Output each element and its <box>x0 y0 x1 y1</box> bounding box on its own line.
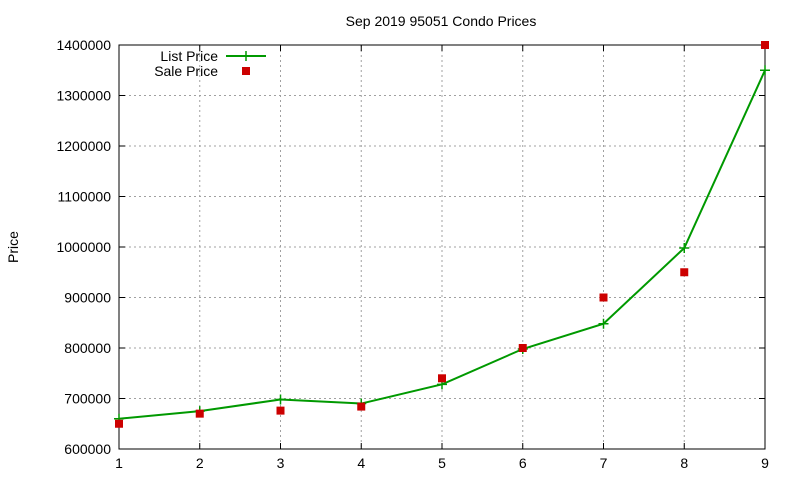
y-tick-label: 800000 <box>64 340 111 356</box>
y-tick-label: 1300000 <box>56 88 111 104</box>
legend-plus-marker <box>241 51 251 61</box>
y-tick-label: 1200000 <box>56 138 111 154</box>
y-tick-label: 700000 <box>64 391 111 407</box>
series-layer <box>114 41 770 428</box>
legend-label: Sale Price <box>154 63 218 79</box>
data-point-square <box>438 374 446 383</box>
y-tick-label: 1000000 <box>56 239 111 255</box>
y-tick-label: 600000 <box>64 441 111 457</box>
data-point-square <box>357 402 366 411</box>
data-point-square <box>195 409 204 418</box>
y-tick-label: 1400000 <box>56 37 111 53</box>
x-tick-label: 7 <box>600 455 608 471</box>
y-tick-label: 900000 <box>64 290 111 306</box>
data-point-plus <box>275 394 286 405</box>
data-point-square <box>680 268 689 277</box>
y-tick-label: 1100000 <box>58 189 112 205</box>
data-point-plus <box>598 318 609 329</box>
x-tick-label: 4 <box>357 455 365 471</box>
data-point-plus <box>679 243 690 254</box>
legend-square-marker <box>242 67 250 75</box>
data-point-plus <box>760 65 770 76</box>
x-tick-label: 6 <box>519 455 527 471</box>
data-point-square <box>761 41 769 49</box>
data-point-square <box>518 344 527 352</box>
x-tick-label: 1 <box>115 455 123 471</box>
x-tick-label: 5 <box>438 455 446 471</box>
series-1 <box>114 65 770 424</box>
x-tick-label: 3 <box>277 455 285 471</box>
x-tick-label: 2 <box>196 455 204 471</box>
chart-title: Sep 2019 95051 Condo Prices <box>346 13 537 29</box>
data-point-square <box>276 406 285 415</box>
data-point-square <box>115 419 123 428</box>
x-tick-label: 9 <box>761 455 769 471</box>
x-tick-label: 8 <box>680 455 688 471</box>
y-axis-label: Price <box>5 231 21 263</box>
plot-frame <box>118 44 766 450</box>
data-point-square <box>599 293 608 302</box>
series-2 <box>115 41 769 428</box>
legend-label: List Price <box>160 48 218 64</box>
axes: 6000007000008000009000001000000110000012… <box>56 37 769 471</box>
